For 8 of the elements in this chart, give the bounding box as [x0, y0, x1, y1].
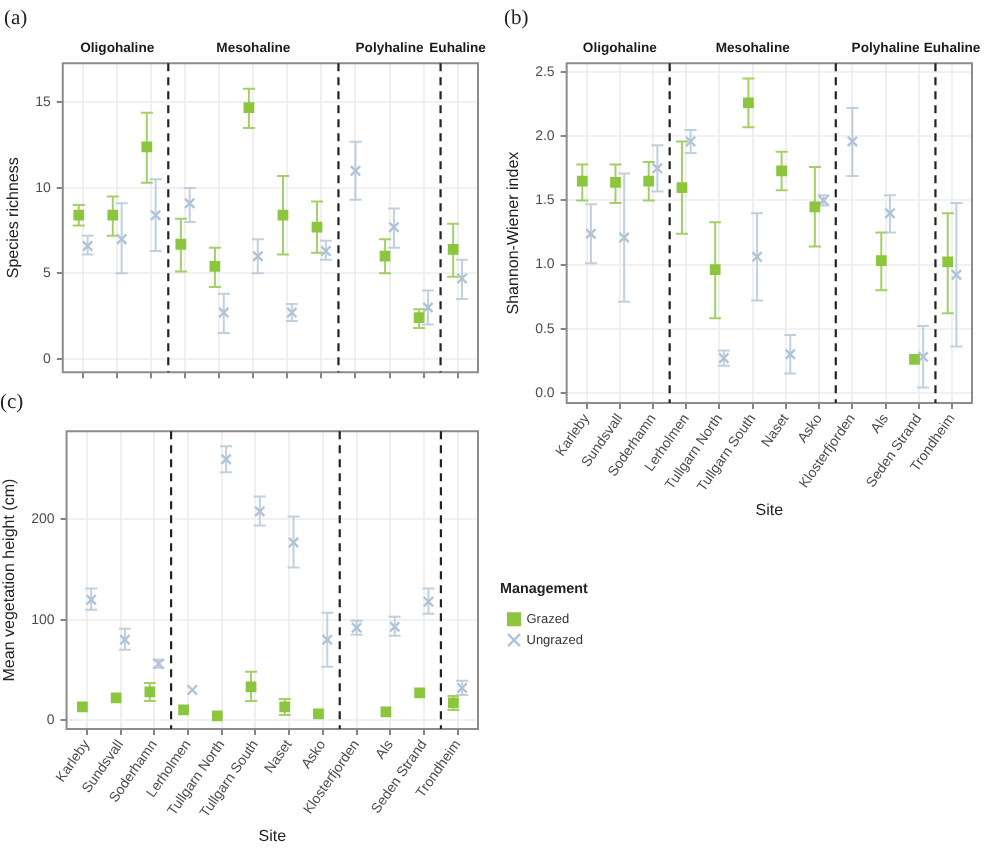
y-axis-title: Species richness — [4, 157, 23, 279]
chart-title: (c) — [0, 392, 25, 415]
y-axis-title: Shannon-Wiener index — [504, 151, 523, 315]
chart-title: (b) — [504, 8, 530, 31]
y-axis-title: Mean vegetation height (cm) — [0, 478, 19, 682]
chart-title: (a) — [4, 8, 29, 31]
x-axis-title: Site — [258, 826, 288, 845]
x-axis-title: Site — [755, 500, 785, 519]
